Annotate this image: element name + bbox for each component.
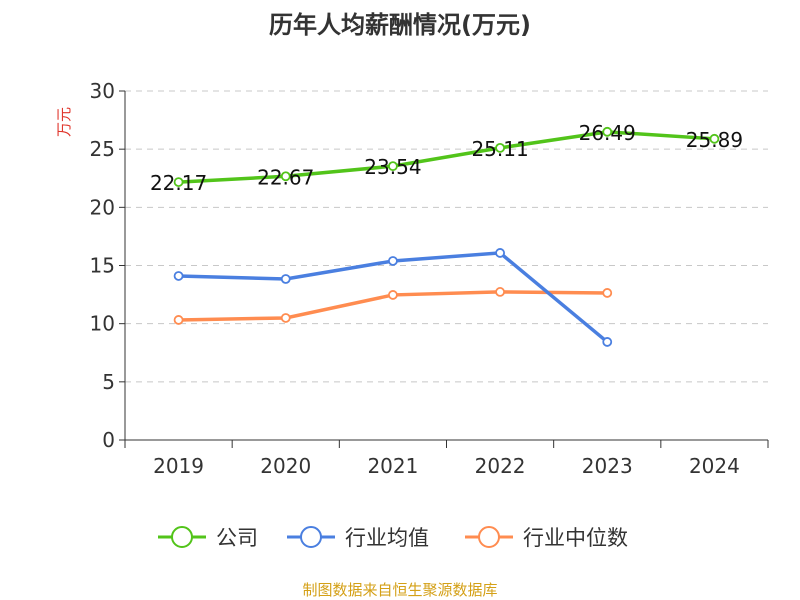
legend-label: 行业均值 xyxy=(345,526,429,550)
data-point[interactable] xyxy=(495,142,505,153)
data-point[interactable] xyxy=(495,287,505,297)
data-point[interactable] xyxy=(709,133,720,144)
data-point[interactable] xyxy=(280,313,291,323)
data-point[interactable] xyxy=(495,248,505,258)
data-point[interactable] xyxy=(388,256,398,266)
data-label: 23.54 xyxy=(364,155,421,179)
footer-source: 制图数据来自恒生聚源数据库 xyxy=(302,581,497,599)
data-point[interactable] xyxy=(388,290,398,300)
data-point[interactable] xyxy=(602,126,613,137)
legend-label: 行业中位数 xyxy=(523,526,628,550)
data-point[interactable] xyxy=(388,161,398,172)
data-point[interactable] xyxy=(173,271,184,281)
data-label: 25.11 xyxy=(471,137,528,161)
x-tick-label: 2024 xyxy=(689,454,740,478)
y-tick-label: 5 xyxy=(102,370,115,394)
data-point[interactable] xyxy=(602,337,613,347)
data-point[interactable] xyxy=(602,288,613,298)
legend-item[interactable]: 行业中位数 xyxy=(465,526,628,550)
data-point[interactable] xyxy=(173,315,184,325)
data-point[interactable] xyxy=(173,177,184,187)
legend-label: 公司 xyxy=(216,526,258,550)
y-tick-label: 20 xyxy=(90,195,115,219)
legend-marker xyxy=(171,526,193,548)
y-axis-label: 万元 xyxy=(55,107,73,137)
y-tick-label: 15 xyxy=(90,254,115,278)
x-tick-label: 2020 xyxy=(260,454,311,478)
y-tick-label: 10 xyxy=(90,312,115,336)
legend-marker xyxy=(478,526,500,548)
data-point[interactable] xyxy=(280,171,291,182)
data-point[interactable] xyxy=(280,274,291,284)
legend-marker xyxy=(300,526,322,548)
x-tick-label: 2019 xyxy=(153,454,204,478)
x-tick-label: 2021 xyxy=(367,454,418,478)
legend-item[interactable]: 行业均值 xyxy=(287,526,429,550)
legend-item[interactable]: 公司 xyxy=(158,526,258,550)
data-label: 22.67 xyxy=(257,165,314,189)
y-tick-label: 25 xyxy=(90,137,115,161)
y-tick-label: 0 xyxy=(102,428,115,452)
chart-title: 历年人均薪酬情况(万元) xyxy=(269,11,531,39)
series-line xyxy=(178,130,715,184)
data-label: 22.17 xyxy=(150,171,207,195)
data-label: 25.89 xyxy=(686,128,743,152)
y-tick-label: 30 xyxy=(90,79,115,103)
x-tick-label: 2023 xyxy=(582,454,633,478)
x-tick-label: 2022 xyxy=(475,454,526,478)
data-label: 26.49 xyxy=(579,121,636,145)
